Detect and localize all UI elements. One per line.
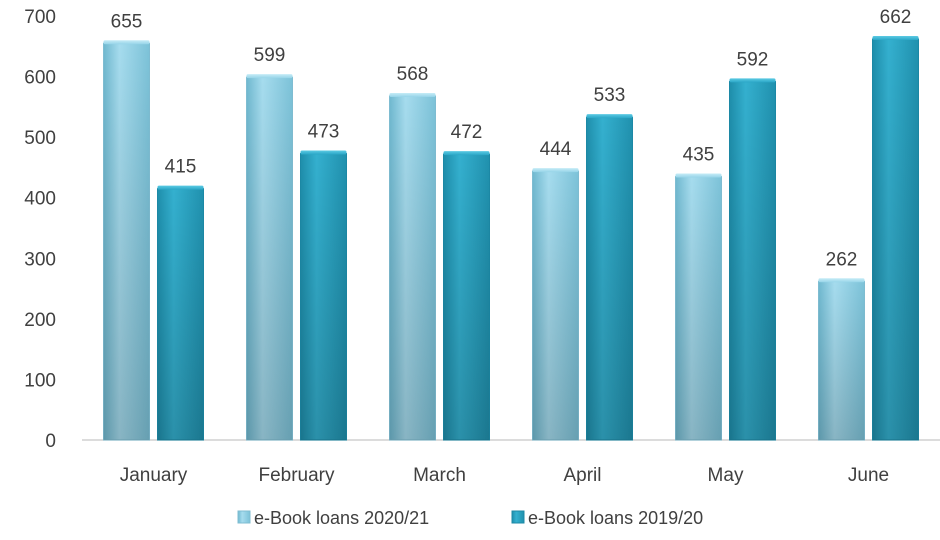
data-label: 592 xyxy=(737,49,769,70)
x-tick-label: February xyxy=(258,465,335,486)
x-axis-ticks: January February March April May June xyxy=(120,465,889,486)
data-label: 472 xyxy=(451,122,483,143)
bar-shade xyxy=(586,117,633,440)
bar-2019-20-may xyxy=(729,78,776,441)
bar-shade xyxy=(729,81,776,440)
legend-item: e-Book loans 2020/21 xyxy=(237,508,429,528)
bar-2020-21-may xyxy=(675,173,722,441)
bar-shade xyxy=(300,153,347,441)
y-tick-label: 0 xyxy=(45,431,56,452)
bar-cap xyxy=(675,173,722,178)
y-tick-label: 700 xyxy=(24,7,56,28)
y-tick-label: 600 xyxy=(24,68,56,89)
bar-shade xyxy=(157,188,204,440)
data-label: 415 xyxy=(165,157,197,178)
legend-label: e-Book loans 2020/21 xyxy=(254,508,429,528)
data-labels: 655 415 599 473 568 472 444 533 435 592 262 662 xyxy=(111,7,912,270)
y-tick-label: 100 xyxy=(24,370,56,391)
bar-cap xyxy=(586,114,633,119)
bar-cap xyxy=(246,74,293,79)
legend-item: e-Book loans 2019/20 xyxy=(511,508,703,528)
legend-swatch xyxy=(511,510,525,524)
bar-shade xyxy=(675,176,722,440)
bars xyxy=(103,36,919,441)
x-tick-label: May xyxy=(708,465,744,486)
bar-cap xyxy=(157,185,204,190)
bar-2019-20-january xyxy=(157,185,204,441)
data-label: 444 xyxy=(540,139,572,160)
y-tick-label: 500 xyxy=(24,128,56,149)
x-tick-label: March xyxy=(413,465,466,486)
bar-2019-20-june xyxy=(872,36,919,441)
data-label: 262 xyxy=(826,249,858,270)
legend-label: e-Book loans 2019/20 xyxy=(528,508,703,528)
bar-2020-21-june xyxy=(818,278,865,441)
data-label: 655 xyxy=(111,11,143,32)
data-label: 662 xyxy=(880,7,912,28)
bar-cap xyxy=(103,40,150,45)
bar-shade xyxy=(443,154,490,441)
data-label: 473 xyxy=(308,121,340,142)
y-tick-label: 300 xyxy=(24,249,56,270)
data-label: 435 xyxy=(683,145,715,166)
x-tick-label: January xyxy=(120,465,188,486)
bar-2020-21-february xyxy=(246,74,293,441)
bar-shade xyxy=(818,281,865,440)
y-tick-label: 400 xyxy=(24,189,56,210)
x-tick-label: April xyxy=(563,465,601,486)
legend-swatch xyxy=(237,510,251,524)
bar-cap xyxy=(300,150,347,155)
bar-2019-20-april xyxy=(586,114,633,441)
y-tick-label: 200 xyxy=(24,310,56,331)
bar-2020-21-april xyxy=(532,168,579,441)
bar-2020-21-march xyxy=(389,92,436,441)
legend: e-Book loans 2020/21 e-Book loans 2019/20 xyxy=(237,508,703,528)
bar-cap xyxy=(389,92,436,97)
data-label: 533 xyxy=(594,85,626,106)
x-tick-label: June xyxy=(848,465,889,486)
bar-cap xyxy=(729,78,776,83)
bar-2019-20-february xyxy=(300,150,347,441)
bar-cap xyxy=(872,36,919,41)
y-axis-ticks: 0 100 200 300 400 500 600 700 xyxy=(24,7,56,452)
bar-shade xyxy=(246,77,293,441)
bar-shade xyxy=(532,171,579,440)
bar-shade xyxy=(103,43,150,440)
bar-shade xyxy=(389,95,436,440)
bar-shade xyxy=(872,39,919,440)
bar-cap xyxy=(443,151,490,156)
data-label: 599 xyxy=(254,45,286,66)
bar-cap xyxy=(818,278,865,283)
bar-2020-21-january xyxy=(103,40,150,441)
bar-cap xyxy=(532,168,579,173)
bar-2019-20-march xyxy=(443,151,490,441)
data-label: 568 xyxy=(397,64,429,85)
